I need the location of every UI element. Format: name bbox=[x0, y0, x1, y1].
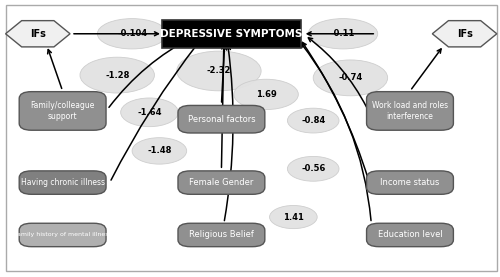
Text: -0.104: -0.104 bbox=[117, 29, 147, 38]
FancyBboxPatch shape bbox=[19, 171, 106, 194]
Text: Education level: Education level bbox=[378, 230, 442, 239]
Text: Family history of mental illness: Family history of mental illness bbox=[14, 232, 112, 237]
Ellipse shape bbox=[270, 206, 317, 229]
Text: -1.48: -1.48 bbox=[147, 147, 172, 155]
Text: -2.32: -2.32 bbox=[206, 66, 231, 75]
Text: -1.28: -1.28 bbox=[105, 71, 130, 79]
Text: -0.74: -0.74 bbox=[338, 73, 362, 82]
Text: -1.64: -1.64 bbox=[137, 108, 162, 117]
FancyBboxPatch shape bbox=[19, 223, 106, 247]
Text: Family/colleague
support: Family/colleague support bbox=[30, 101, 95, 121]
Text: Income status: Income status bbox=[380, 178, 440, 187]
Polygon shape bbox=[432, 21, 497, 47]
Text: -0.56: -0.56 bbox=[301, 164, 326, 173]
Ellipse shape bbox=[234, 79, 298, 110]
Ellipse shape bbox=[313, 60, 388, 96]
Ellipse shape bbox=[98, 19, 167, 49]
Text: Female Gender: Female Gender bbox=[189, 178, 254, 187]
Text: Work load and roles
interference: Work load and roles interference bbox=[372, 101, 448, 121]
Text: 1.41: 1.41 bbox=[283, 212, 304, 222]
Ellipse shape bbox=[177, 51, 261, 91]
Ellipse shape bbox=[288, 157, 339, 181]
Text: Having chronic illness: Having chronic illness bbox=[20, 178, 104, 187]
FancyBboxPatch shape bbox=[178, 106, 265, 133]
Text: 1.69: 1.69 bbox=[256, 90, 276, 99]
Ellipse shape bbox=[288, 108, 339, 133]
FancyBboxPatch shape bbox=[366, 171, 454, 194]
Text: IFs: IFs bbox=[456, 29, 472, 39]
Text: -0.84: -0.84 bbox=[301, 116, 326, 125]
FancyBboxPatch shape bbox=[178, 171, 265, 194]
FancyBboxPatch shape bbox=[19, 92, 106, 130]
FancyBboxPatch shape bbox=[162, 20, 301, 48]
FancyBboxPatch shape bbox=[366, 92, 454, 130]
Text: Religious Belief: Religious Belief bbox=[189, 230, 254, 239]
Ellipse shape bbox=[132, 138, 186, 164]
Polygon shape bbox=[6, 21, 70, 47]
Text: DEPRESSIVE SYMPTOMS: DEPRESSIVE SYMPTOMS bbox=[160, 29, 302, 39]
Ellipse shape bbox=[308, 19, 378, 49]
FancyBboxPatch shape bbox=[366, 223, 454, 247]
Text: IFs: IFs bbox=[30, 29, 46, 39]
FancyBboxPatch shape bbox=[178, 223, 265, 247]
Text: -0.11: -0.11 bbox=[331, 29, 355, 38]
Text: Personal factors: Personal factors bbox=[188, 115, 255, 124]
Ellipse shape bbox=[120, 98, 178, 127]
Ellipse shape bbox=[80, 57, 154, 93]
